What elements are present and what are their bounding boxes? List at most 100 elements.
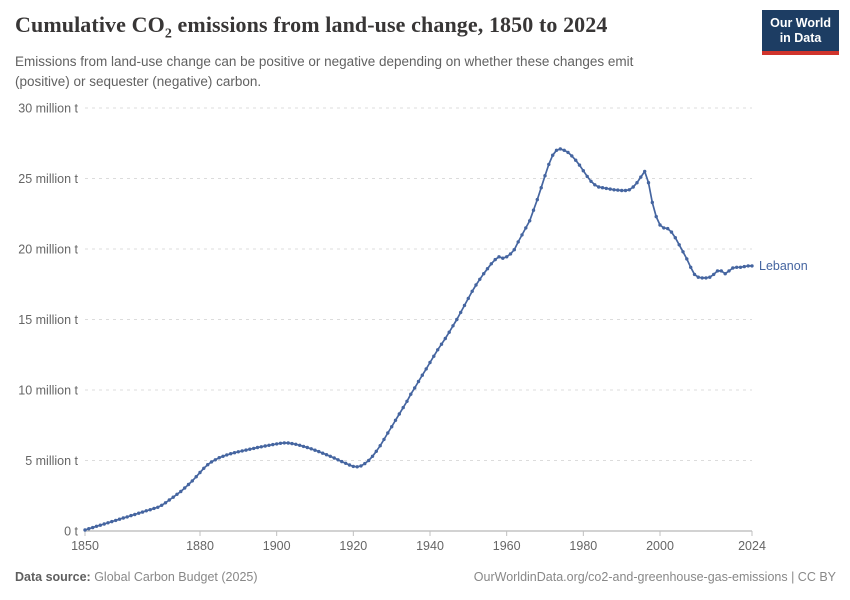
data-point-marker <box>520 233 524 237</box>
data-point-marker <box>263 444 267 448</box>
data-point-marker <box>566 150 570 155</box>
data-point-marker <box>393 418 398 422</box>
data-point-marker <box>616 188 620 192</box>
data-point-marker <box>156 505 160 509</box>
y-axis-tick-label: 20 million t <box>18 243 78 257</box>
data-point-marker <box>144 509 148 513</box>
data-point-marker <box>309 447 313 451</box>
data-point-marker <box>167 498 171 502</box>
data-point-marker <box>244 448 248 452</box>
data-point-marker <box>232 451 237 455</box>
y-axis-tick-label: 10 million t <box>18 384 78 398</box>
license-note[interactable]: OurWorldinData.org/co2-and-greenhouse-ga… <box>473 570 836 584</box>
data-point-marker <box>194 475 198 479</box>
y-axis-tick-label: 30 million t <box>18 102 78 116</box>
data-point-marker <box>133 512 137 517</box>
data-point-marker <box>198 470 202 475</box>
data-point-marker <box>508 252 513 256</box>
data-point-marker <box>485 267 490 271</box>
data-point-marker <box>646 181 651 185</box>
data-point-marker <box>735 265 739 269</box>
data-point-marker <box>340 459 344 464</box>
data-point-marker <box>202 466 206 470</box>
data-point-marker <box>332 456 336 460</box>
data-point-marker <box>650 200 654 205</box>
data-point-marker <box>267 443 271 447</box>
data-point-marker <box>742 264 746 269</box>
data-point-marker <box>102 522 106 526</box>
data-point-marker <box>140 510 145 514</box>
data-point-marker <box>470 289 474 293</box>
data-point-marker <box>497 255 501 259</box>
data-point-marker <box>459 310 463 315</box>
data-point-marker <box>336 458 340 462</box>
data-point-marker <box>190 479 194 483</box>
data-point-marker <box>593 183 597 187</box>
data-point-marker <box>416 379 421 384</box>
data-point-marker <box>577 163 582 167</box>
data-point-marker <box>305 445 309 450</box>
data-point-marker <box>673 236 677 240</box>
data-point-marker <box>117 517 122 521</box>
owid-logo[interactable]: Our World in Data <box>762 10 839 55</box>
data-point-marker <box>462 303 467 308</box>
series-label-lebanon[interactable]: Lebanon <box>759 259 808 273</box>
data-point-marker <box>696 275 700 279</box>
data-point-marker <box>347 463 352 467</box>
data-point-marker <box>382 437 386 442</box>
data-point-marker <box>186 482 191 487</box>
data-point-marker <box>627 188 631 192</box>
data-point-marker <box>125 515 129 519</box>
data-point-marker <box>723 272 727 276</box>
data-point-marker <box>528 219 532 223</box>
data-point-marker <box>110 519 114 524</box>
data-point-marker <box>654 214 658 219</box>
data-point-marker <box>221 454 225 458</box>
data-point-marker <box>443 336 447 341</box>
y-axis-tick-label: 25 million t <box>18 172 78 186</box>
data-point-marker <box>424 367 428 371</box>
data-point-marker <box>455 317 459 322</box>
x-axis-tick-label: 1960 <box>493 539 521 553</box>
data-point-marker <box>447 330 451 334</box>
data-point-marker <box>98 523 103 527</box>
data-point-marker <box>623 188 628 193</box>
data-point-marker <box>171 495 175 499</box>
data-source-note: Data source: Global Carbon Budget (2025) <box>15 570 258 584</box>
data-point-marker <box>581 169 585 173</box>
data-point-marker <box>474 283 478 287</box>
chart-subtitle: Emissions from land-use change can be po… <box>15 52 633 91</box>
data-point-marker <box>489 262 493 266</box>
data-point-marker <box>597 185 601 189</box>
data-point-marker <box>505 255 509 259</box>
data-point-marker <box>704 276 708 280</box>
data-point-marker <box>539 186 543 190</box>
data-point-marker <box>229 452 233 456</box>
data-point-marker <box>482 272 486 276</box>
data-point-marker <box>114 518 118 523</box>
data-point-marker <box>160 503 164 507</box>
series-line-lebanon[interactable] <box>84 148 752 531</box>
data-point-marker <box>501 256 505 260</box>
data-point-marker <box>493 257 497 262</box>
data-point-marker <box>152 506 156 511</box>
x-axis-tick-label: 2000 <box>646 539 674 553</box>
data-point-marker <box>355 465 359 469</box>
data-point-marker <box>451 324 455 328</box>
data-point-marker <box>604 186 608 191</box>
data-point-marker <box>409 392 413 396</box>
owid-logo-line-1: Our World <box>770 16 831 30</box>
data-point-marker <box>217 456 221 460</box>
data-point-marker <box>551 153 555 157</box>
x-axis-tick-label: 2024 <box>738 539 766 553</box>
data-point-marker <box>106 521 110 525</box>
data-point-marker <box>282 441 286 445</box>
data-point-marker <box>524 226 528 230</box>
data-point-marker <box>666 226 670 231</box>
data-point-marker <box>439 342 444 346</box>
data-point-marker <box>658 223 662 227</box>
data-point-marker <box>206 463 210 467</box>
y-axis-tick-label: 0 t <box>64 525 78 539</box>
